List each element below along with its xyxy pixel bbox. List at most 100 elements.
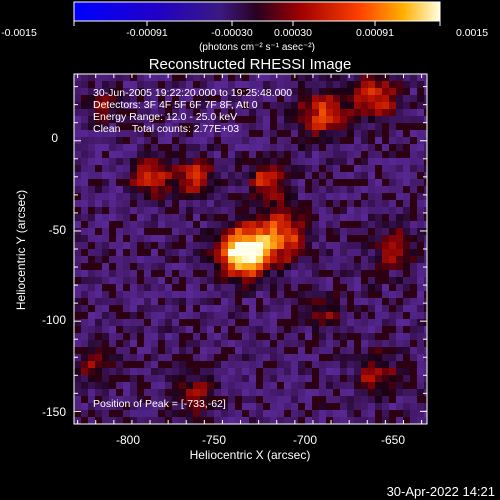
heatmap-cell bbox=[165, 151, 173, 159]
heatmap-cell bbox=[116, 193, 124, 201]
heatmap-cell bbox=[319, 186, 327, 194]
heatmap-cell bbox=[312, 137, 320, 145]
heatmap-cell bbox=[291, 144, 299, 152]
heatmap-cell bbox=[81, 312, 89, 320]
heatmap-cell bbox=[158, 277, 166, 285]
heatmap-cell bbox=[375, 74, 383, 82]
heatmap-cell bbox=[361, 151, 369, 159]
heatmap-cell bbox=[312, 291, 320, 299]
heatmap-cell bbox=[424, 326, 427, 334]
heatmap-cell bbox=[116, 228, 124, 236]
heatmap-cell bbox=[221, 389, 229, 397]
heatmap-cell bbox=[158, 200, 166, 208]
heatmap-cell bbox=[263, 179, 271, 187]
heatmap-cell bbox=[361, 242, 369, 250]
heatmap-cell bbox=[368, 123, 376, 131]
heatmap-cell bbox=[312, 172, 320, 180]
heatmap-cell bbox=[123, 207, 131, 215]
heatmap-cell bbox=[102, 410, 110, 418]
heatmap-cell bbox=[270, 319, 278, 327]
heatmap-cell bbox=[228, 354, 236, 362]
heatmap-cell bbox=[277, 368, 285, 376]
heatmap-cell bbox=[200, 95, 208, 103]
heatmap-cell bbox=[326, 144, 334, 152]
heatmap-cell bbox=[277, 354, 285, 362]
heatmap-cell bbox=[382, 284, 390, 292]
heatmap-cell bbox=[235, 144, 243, 152]
heatmap-cell bbox=[305, 193, 313, 201]
heatmap-cell bbox=[186, 396, 194, 404]
heatmap-cell bbox=[424, 291, 427, 299]
heatmap-cell bbox=[319, 298, 327, 306]
heatmap-cell bbox=[144, 284, 152, 292]
heatmap-cell bbox=[354, 88, 362, 96]
heatmap-cell bbox=[354, 172, 362, 180]
heatmap-cell bbox=[403, 179, 411, 187]
heatmap-cell bbox=[361, 326, 369, 334]
heatmap-cell bbox=[291, 319, 299, 327]
heatmap-cell bbox=[333, 165, 341, 173]
heatmap-cell bbox=[109, 249, 117, 257]
heatmap-cell bbox=[375, 214, 383, 222]
heatmap-cell bbox=[186, 417, 194, 424]
heatmap-cell bbox=[270, 417, 278, 424]
heatmap-cell bbox=[424, 382, 427, 390]
heatmap-cell bbox=[361, 207, 369, 215]
heatmap-cell bbox=[410, 116, 418, 124]
heatmap-cell bbox=[186, 207, 194, 215]
heatmap-cell bbox=[284, 277, 292, 285]
heatmap-cell bbox=[95, 263, 103, 271]
heatmap-cell bbox=[326, 361, 334, 369]
heatmap-cell bbox=[263, 74, 271, 82]
heatmap-cell bbox=[193, 403, 201, 411]
heatmap-cell bbox=[396, 193, 404, 201]
heatmap-cell bbox=[249, 396, 257, 404]
heatmap-cell bbox=[172, 179, 180, 187]
heatmap-cell bbox=[277, 361, 285, 369]
heatmap-cell bbox=[137, 417, 145, 424]
heatmap-cell bbox=[109, 221, 117, 229]
heatmap-cell bbox=[410, 368, 418, 376]
heatmap-cell bbox=[221, 179, 229, 187]
heatmap-cell bbox=[277, 95, 285, 103]
heatmap-cell bbox=[277, 340, 285, 348]
heatmap-cell bbox=[151, 354, 159, 362]
heatmap-cell bbox=[179, 74, 187, 82]
heatmap-cell bbox=[137, 123, 145, 131]
heatmap-cell bbox=[123, 235, 131, 243]
heatmap-cell bbox=[228, 417, 236, 424]
heatmap-cell bbox=[291, 368, 299, 376]
heatmap-cell bbox=[228, 221, 236, 229]
heatmap-cell bbox=[109, 410, 117, 418]
heatmap-cell bbox=[235, 242, 243, 250]
heatmap-cell bbox=[144, 165, 152, 173]
heatmap-cell bbox=[347, 102, 355, 110]
heatmap-cell bbox=[277, 270, 285, 278]
heatmap-cell bbox=[347, 144, 355, 152]
heatmap-cell bbox=[137, 305, 145, 313]
heatmap-cell bbox=[382, 200, 390, 208]
heatmap-cell bbox=[312, 95, 320, 103]
heatmap-cell bbox=[389, 298, 397, 306]
heatmap-cell bbox=[284, 319, 292, 327]
heatmap-cell bbox=[151, 326, 159, 334]
heatmap-cell bbox=[270, 410, 278, 418]
heatmap-cell bbox=[256, 242, 264, 250]
heatmap-cell bbox=[298, 186, 306, 194]
heatmap-cell bbox=[403, 130, 411, 138]
heatmap-cell bbox=[88, 235, 96, 243]
heatmap-cell bbox=[221, 368, 229, 376]
heatmap-cell bbox=[305, 207, 313, 215]
heatmap-cell bbox=[95, 109, 103, 117]
heatmap-cell bbox=[137, 81, 145, 89]
heatmap-cell bbox=[361, 319, 369, 327]
heatmap-cell bbox=[102, 347, 110, 355]
heatmap-cell bbox=[172, 137, 180, 145]
heatmap-cell bbox=[207, 347, 215, 355]
heatmap-cell bbox=[312, 221, 320, 229]
heatmap-cell bbox=[270, 207, 278, 215]
heatmap-cell bbox=[186, 165, 194, 173]
heatmap-cell bbox=[277, 165, 285, 173]
heatmap-cell bbox=[291, 410, 299, 418]
heatmap-cell bbox=[319, 277, 327, 285]
